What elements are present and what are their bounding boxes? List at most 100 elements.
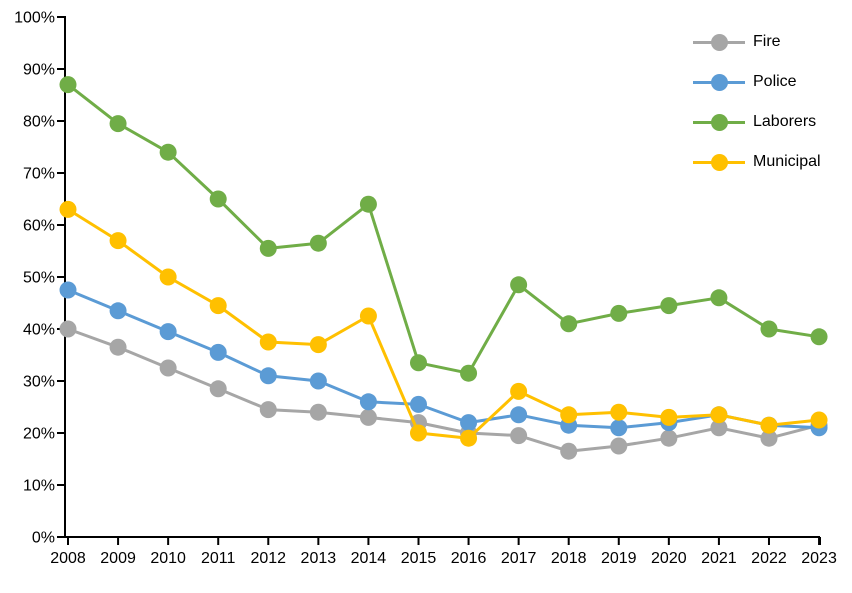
data-point-marker-municipal	[610, 403, 628, 421]
x-axis-tick-label: 2020	[651, 550, 687, 567]
municipal-series-swatch-icon	[693, 153, 745, 171]
data-point-marker-laborers	[560, 315, 578, 333]
data-point-marker-laborers	[209, 190, 227, 208]
series-line-municipal	[66, 207, 821, 440]
data-point-marker-laborers	[109, 115, 127, 133]
data-point-marker-fire	[259, 401, 277, 419]
data-point-marker-municipal	[810, 411, 828, 429]
data-point-marker-fire	[760, 429, 778, 447]
x-axis-tick-label: 2008	[50, 550, 86, 567]
x-axis-tick-label: 2019	[601, 550, 637, 567]
data-point-marker-fire	[159, 359, 177, 377]
laborers-series-swatch-icon	[693, 113, 745, 131]
y-axis-tick-label: 10%	[23, 478, 55, 495]
data-point-marker-laborers	[710, 289, 728, 307]
data-point-marker-police	[610, 419, 628, 437]
x-axis-tick-label: 2018	[551, 550, 587, 567]
chart-legend: Fire Police Laborers Municipal	[693, 22, 821, 182]
data-point-marker-laborers	[760, 320, 778, 338]
data-point-marker-fire	[610, 437, 628, 455]
data-point-marker-municipal	[109, 232, 127, 250]
x-axis-tick-label: 2012	[250, 550, 286, 567]
data-point-marker-fire	[660, 429, 678, 447]
fire-series-swatch-icon	[693, 33, 745, 51]
x-axis-tick-label: 2017	[501, 550, 537, 567]
x-axis-tick-label: 2015	[401, 550, 437, 567]
data-point-marker-municipal	[259, 333, 277, 351]
data-point-marker-municipal	[560, 406, 578, 424]
data-point-marker-fire	[560, 442, 578, 460]
x-axis-tick-label: 2014	[351, 550, 387, 567]
data-point-marker-laborers	[810, 328, 828, 346]
legend-item-fire: Fire	[693, 22, 821, 62]
data-point-marker-laborers	[159, 143, 177, 161]
data-point-marker-municipal	[359, 307, 377, 325]
y-axis-tick-label: 70%	[23, 166, 55, 183]
data-point-marker-municipal	[309, 336, 327, 354]
data-point-marker-municipal	[59, 200, 77, 218]
data-point-marker-laborers	[510, 276, 528, 294]
x-axis-tick-label: 2013	[301, 550, 337, 567]
y-axis-tick-label: 0%	[32, 530, 55, 547]
legend-item-police: Police	[693, 62, 821, 102]
data-point-marker-municipal	[660, 408, 678, 426]
y-axis-tick-label: 50%	[23, 270, 55, 287]
x-axis-tick-label: 2016	[451, 550, 487, 567]
y-axis-tick-label: 60%	[23, 218, 55, 235]
legend-label-fire: Fire	[753, 33, 781, 50]
data-point-marker-laborers	[660, 297, 678, 315]
data-point-marker-fire	[510, 427, 528, 445]
x-axis-tick-label: 2009	[100, 550, 136, 567]
x-axis-tick-label: 2022	[751, 550, 787, 567]
series-line-laborers	[66, 83, 821, 375]
y-axis-tick-label: 100%	[14, 10, 55, 27]
data-point-marker-municipal	[209, 297, 227, 315]
data-point-marker-laborers	[259, 239, 277, 257]
data-point-marker-fire	[59, 320, 77, 338]
data-point-marker-municipal	[710, 406, 728, 424]
data-point-marker-police	[409, 395, 427, 413]
data-point-marker-laborers	[359, 195, 377, 213]
data-point-marker-police	[259, 367, 277, 385]
data-point-marker-police	[159, 323, 177, 341]
data-point-marker-laborers	[409, 354, 427, 372]
y-axis-tick-label: 90%	[23, 62, 55, 79]
y-axis-tick-label: 30%	[23, 374, 55, 391]
data-point-marker-fire	[109, 338, 127, 356]
data-point-marker-police	[309, 372, 327, 390]
data-point-marker-police	[460, 414, 478, 432]
data-point-marker-municipal	[460, 429, 478, 447]
data-point-marker-police	[359, 393, 377, 411]
data-point-marker-laborers	[610, 304, 628, 322]
police-series-swatch-icon	[693, 73, 745, 91]
data-point-marker-fire	[359, 408, 377, 426]
data-point-marker-fire	[710, 419, 728, 437]
data-point-marker-municipal	[760, 416, 778, 434]
data-point-marker-police	[59, 281, 77, 299]
data-point-marker-fire	[309, 403, 327, 421]
data-point-marker-police	[209, 343, 227, 361]
data-point-marker-police	[109, 302, 127, 320]
x-axis-tick-label: 2023	[801, 550, 837, 567]
data-point-marker-fire	[209, 380, 227, 398]
x-axis-tick-label: 2011	[201, 550, 236, 567]
data-point-marker-laborers	[59, 76, 77, 94]
data-point-marker-municipal	[409, 424, 427, 442]
series-line-police	[66, 288, 821, 430]
data-point-marker-laborers	[460, 364, 478, 382]
y-axis-tick-label: 80%	[23, 114, 55, 131]
legend-label-police: Police	[753, 73, 797, 90]
data-point-marker-laborers	[309, 234, 327, 252]
x-axis-tick-label: 2010	[150, 550, 186, 567]
legend-label-municipal: Municipal	[753, 153, 821, 170]
data-point-marker-police	[510, 406, 528, 424]
x-axis-tick-label: 2021	[701, 550, 737, 567]
y-axis-tick-label: 20%	[23, 426, 55, 443]
data-point-marker-municipal	[510, 382, 528, 400]
y-axis-tick-label: 40%	[23, 322, 55, 339]
legend-item-laborers: Laborers	[693, 102, 821, 142]
series-line-fire	[66, 327, 821, 453]
legend-label-laborers: Laborers	[753, 113, 817, 130]
